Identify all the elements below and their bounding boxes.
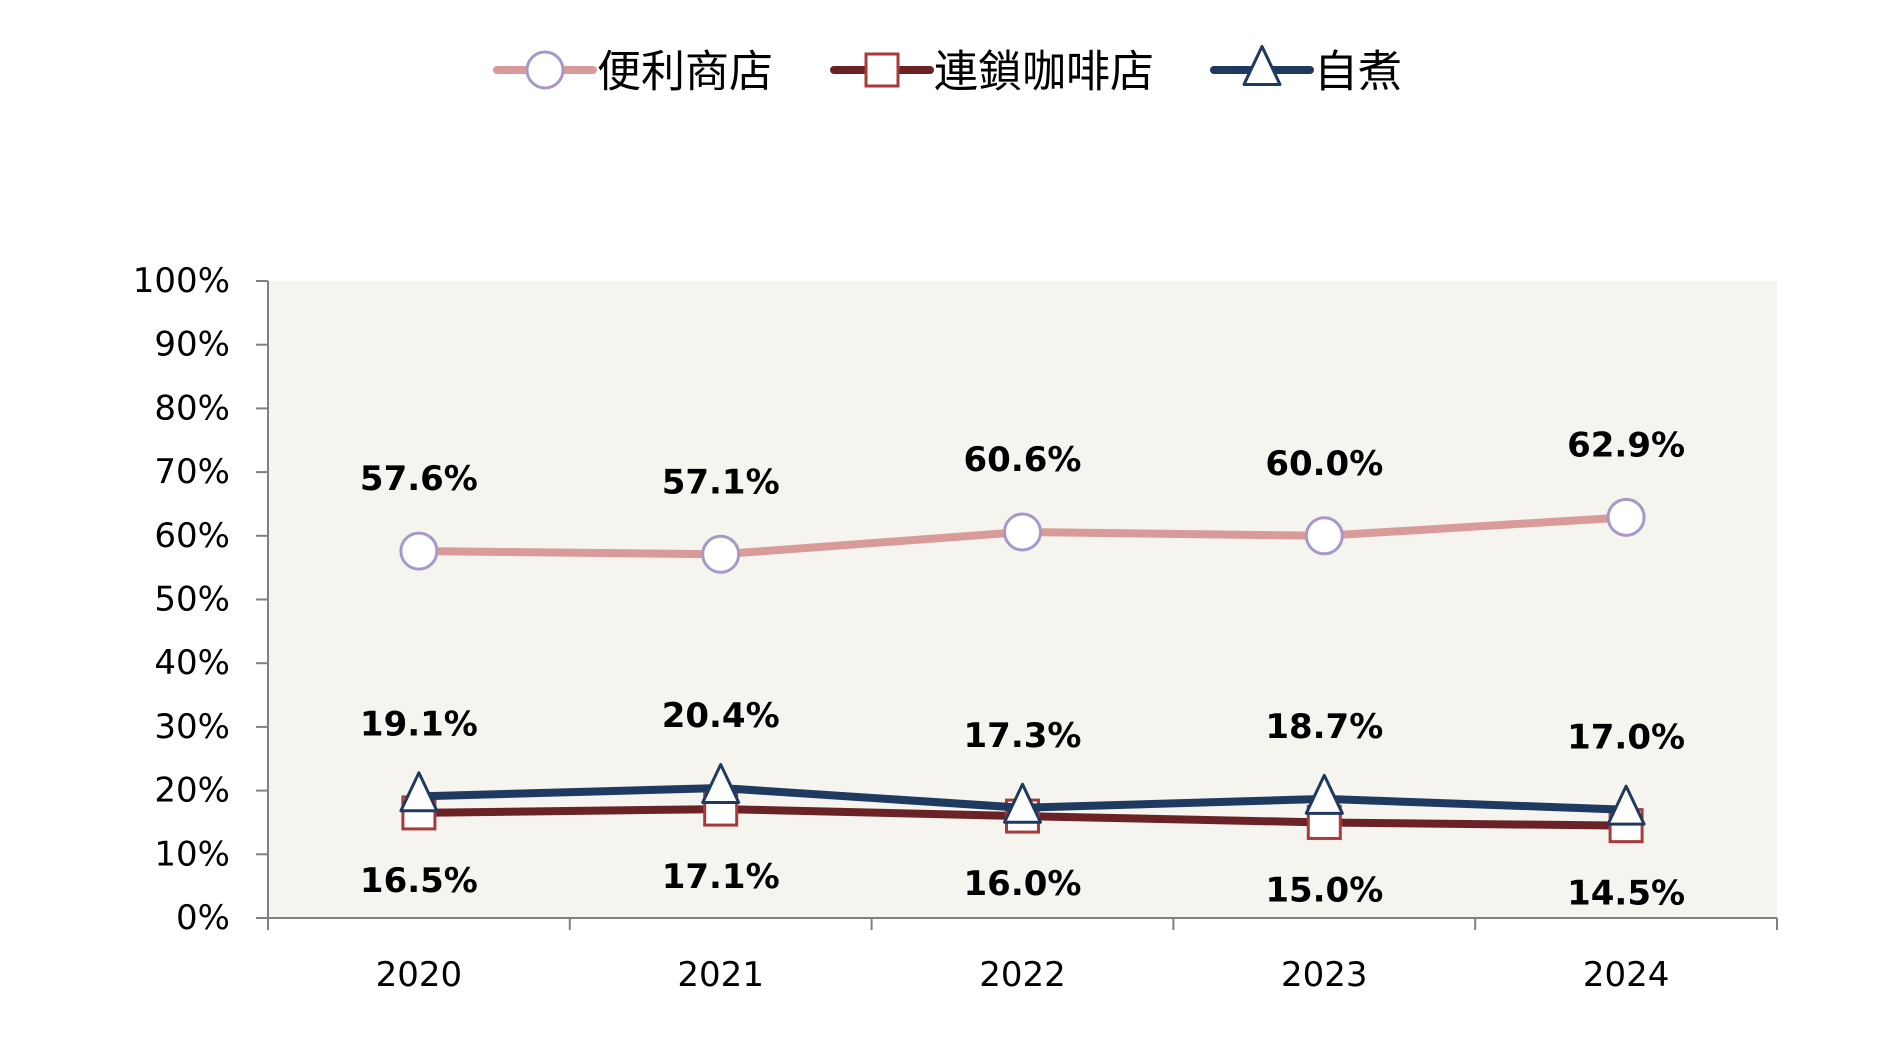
legend-marker — [525, 50, 565, 90]
y-tick-label: 50% — [154, 580, 230, 620]
data-label: 14.5% — [1567, 874, 1685, 914]
legend: 便利商店 連鎖咖啡店 自煮 — [493, 44, 1402, 98]
data-label: 17.1% — [662, 857, 780, 897]
data-label: 62.9% — [1567, 425, 1685, 465]
data-label: 18.7% — [1265, 707, 1383, 747]
y-tick-label: 100% — [133, 261, 230, 301]
data-point — [1606, 497, 1646, 537]
axes: 0% 10% 20% 30% 40% 50% 60% 70% 80% 90% 100% 2020 202… — [133, 261, 1778, 995]
x-tick-label: 2023 — [1281, 955, 1368, 995]
x-tick-label: 2022 — [979, 955, 1066, 995]
data-label: 15.0% — [1265, 870, 1383, 910]
series-2 — [399, 762, 1646, 826]
legend-label: 連鎖咖啡店 — [934, 47, 1154, 98]
y-tick-label: 30% — [154, 707, 230, 747]
data-label: 19.1% — [360, 704, 478, 744]
data-label: 16.5% — [360, 861, 478, 901]
y-tick-label: 90% — [154, 325, 230, 365]
legend-label: 便利商店 — [597, 47, 773, 98]
data-point — [701, 534, 741, 574]
legend-marker — [864, 52, 900, 88]
y-tick-label: 0% — [176, 898, 230, 938]
legend-marker — [1242, 44, 1282, 86]
legend-item: 連鎖咖啡店 — [830, 47, 1154, 98]
series-group — [399, 497, 1646, 844]
data-label: 60.0% — [1265, 444, 1383, 484]
data-point — [399, 531, 439, 571]
data-point — [399, 771, 439, 813]
y-tick-label: 60% — [154, 516, 230, 556]
y-tick-label: 20% — [154, 771, 230, 811]
data-point — [1606, 784, 1646, 826]
x-tick-label: 2024 — [1583, 955, 1670, 995]
data-label: 20.4% — [662, 696, 780, 736]
data-label: 17.0% — [1567, 718, 1685, 758]
data-point — [1003, 782, 1042, 824]
series-0 — [399, 497, 1646, 574]
legend-item: 自煮 — [1210, 44, 1402, 98]
data-point — [1304, 516, 1344, 556]
y-tick-label: 70% — [154, 452, 230, 492]
y-tick-label: 40% — [154, 643, 230, 683]
x-tick-label: 2021 — [677, 955, 764, 995]
data-labels: 57.6% 57.1% 60.6% 60.0% 62.9% 16.5% 17.1% 16.0%… — [360, 425, 1685, 913]
y-tick-label: 80% — [154, 388, 230, 428]
x-tick-label: 2020 — [376, 955, 463, 995]
data-point — [701, 762, 741, 804]
data-point — [1304, 773, 1344, 815]
data-label: 17.3% — [964, 716, 1082, 756]
y-tick-label: 10% — [154, 834, 230, 874]
legend-label: 自煮 — [1314, 47, 1402, 98]
legend-item: 便利商店 — [493, 47, 773, 98]
data-point — [1003, 512, 1042, 552]
data-label: 57.6% — [360, 459, 478, 499]
data-label: 60.6% — [964, 440, 1082, 480]
data-label: 57.1% — [662, 462, 780, 502]
data-label: 16.0% — [964, 864, 1082, 904]
